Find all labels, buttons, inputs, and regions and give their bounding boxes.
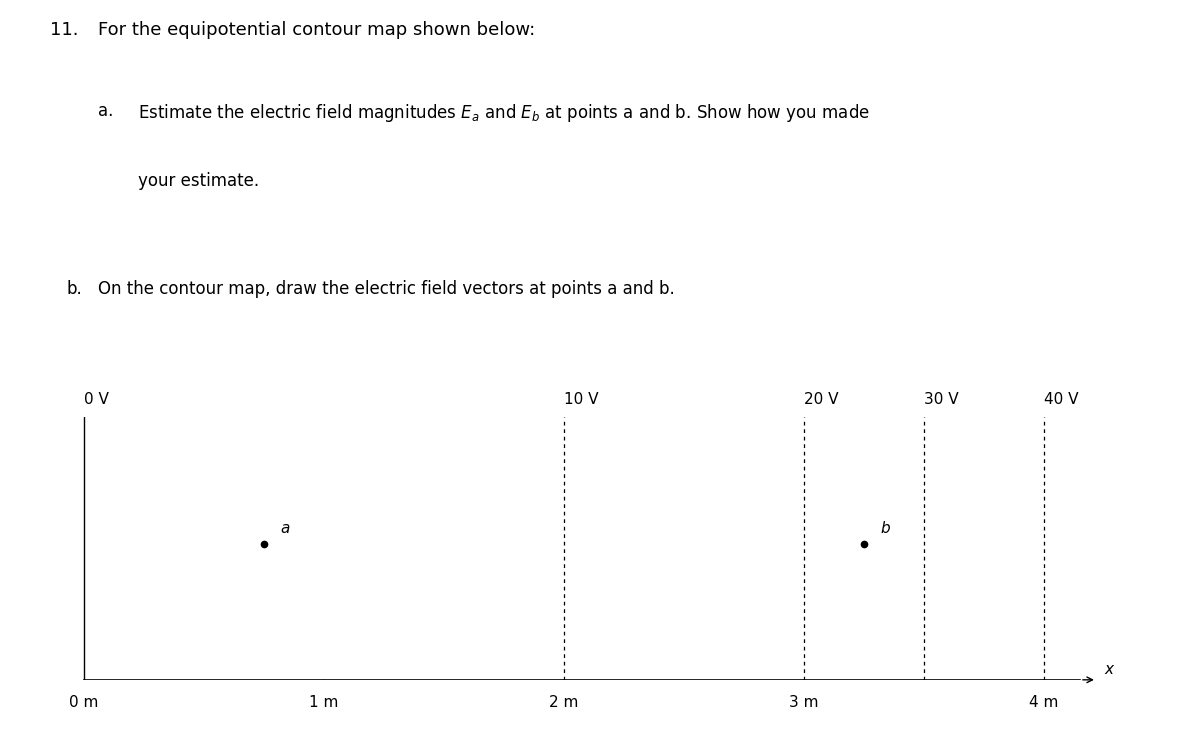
Text: a: a	[281, 521, 290, 536]
Text: Estimate the electric field magnitudes $E_a$ and $E_b$ at points a and b. Show h: Estimate the electric field magnitudes $…	[138, 102, 870, 124]
Text: For the equipotential contour map shown below:: For the equipotential contour map shown …	[98, 21, 535, 39]
Text: 0 m: 0 m	[70, 694, 98, 710]
Text: x: x	[1104, 662, 1114, 678]
Text: 30 V: 30 V	[924, 392, 959, 406]
Text: 10 V: 10 V	[564, 392, 599, 406]
Text: b: b	[881, 521, 890, 536]
Text: your estimate.: your estimate.	[138, 172, 259, 190]
Text: 20 V: 20 V	[804, 392, 839, 406]
Text: 3 m: 3 m	[790, 694, 818, 710]
Text: 11.: 11.	[50, 21, 79, 39]
Text: On the contour map, draw the electric field vectors at points a and b.: On the contour map, draw the electric fi…	[98, 280, 676, 298]
Text: a.: a.	[98, 102, 114, 120]
Text: b.: b.	[66, 280, 82, 298]
Text: 4 m: 4 m	[1030, 694, 1058, 710]
Text: 0 V: 0 V	[84, 392, 109, 406]
Text: 1 m: 1 m	[310, 694, 338, 710]
Text: 2 m: 2 m	[550, 694, 578, 710]
Text: 40 V: 40 V	[1044, 392, 1079, 406]
